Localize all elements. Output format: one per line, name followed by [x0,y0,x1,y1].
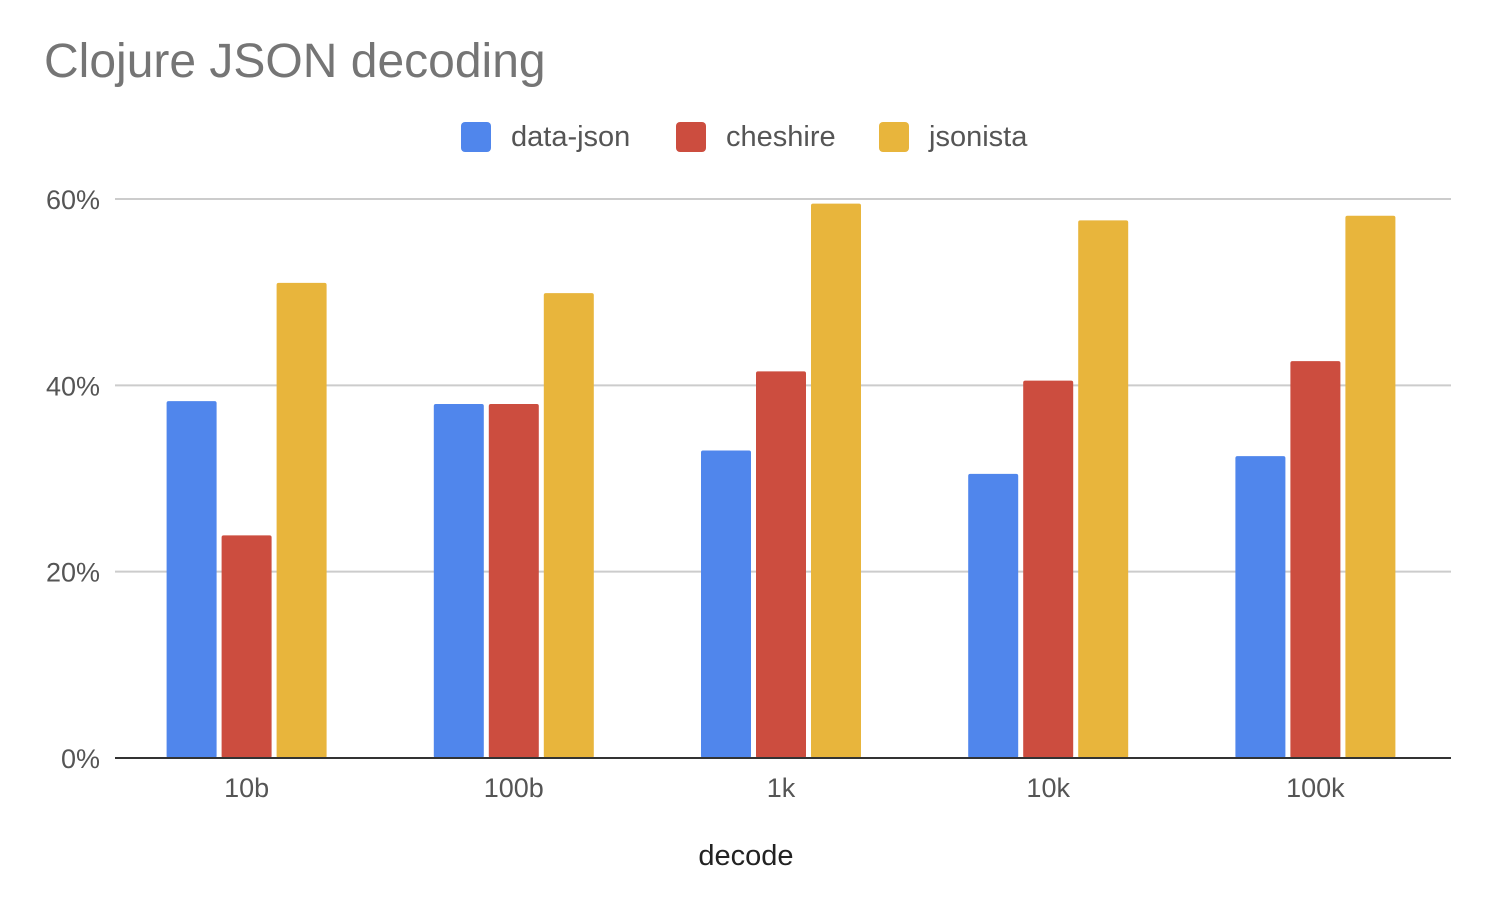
legend-item-data-json: data-json [461,112,630,162]
legend-item-cheshire: cheshire [676,112,836,162]
y-tick-label: 60% [46,185,100,215]
bar-cheshire [1290,361,1341,758]
bar-cheshire [221,535,272,758]
bar-data-json [166,401,217,758]
bar-jsonista [276,282,327,758]
x-tick-label: 10k [1026,773,1070,803]
bar-cheshire [1023,380,1074,758]
bar-jsonista [1078,220,1129,758]
bar-data-json [1235,456,1286,758]
bar-data-json [968,473,1019,758]
bar-jsonista [1345,215,1396,758]
y-tick-label: 0% [61,744,100,774]
legend-label-data-json: data-json [511,120,631,153]
chart-legend: data-json cheshire jsonista [0,112,1492,162]
bar-data-json [433,403,484,758]
x-tick-label: 1k [767,773,796,803]
x-axis-title: decode [698,840,794,872]
bar-cheshire [488,403,539,758]
chart-title: Clojure JSON decoding [44,35,546,88]
bar-cheshire [756,371,806,758]
x-tick-label: 100k [1286,773,1345,803]
legend-label-cheshire: cheshire [726,120,836,153]
bar-jsonista [543,293,594,758]
legend-item-jsonista: jsonista [879,112,1027,162]
y-tick-label: 40% [46,371,100,401]
bar-data-json [701,450,751,758]
bar-jsonista [811,203,861,759]
legend-label-jsonista: jsonista [929,120,1028,153]
y-tick-label: 20% [46,558,100,588]
x-tick-label: 10b [224,773,269,803]
legend-swatch-data-json [461,122,491,152]
x-tick-label: 100b [484,773,544,803]
legend-swatch-cheshire [676,122,706,152]
legend-swatch-jsonista [879,122,909,152]
